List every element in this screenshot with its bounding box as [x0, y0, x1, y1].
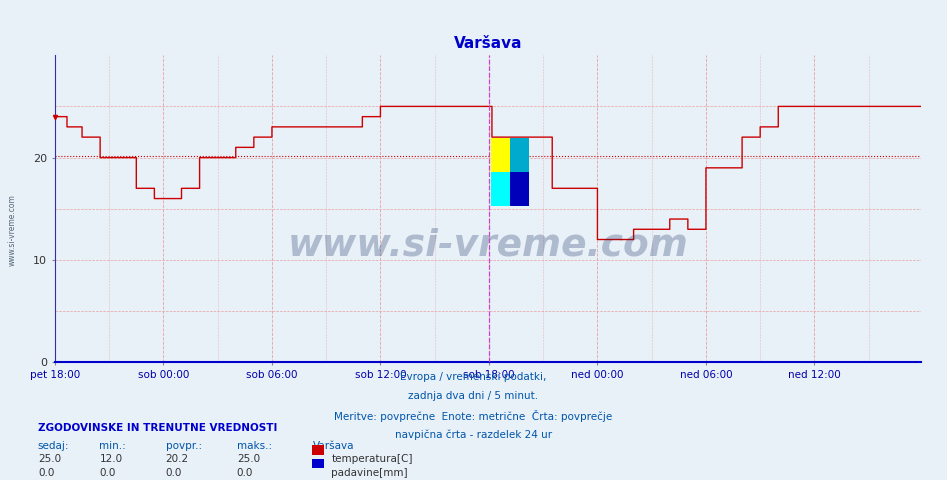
Text: navpična črta - razdelek 24 ur: navpična črta - razdelek 24 ur: [395, 430, 552, 440]
Text: 0.0: 0.0: [166, 468, 182, 478]
Text: ZGODOVINSKE IN TRENUTNE VREDNOSTI: ZGODOVINSKE IN TRENUTNE VREDNOSTI: [38, 423, 277, 433]
Text: 0.0: 0.0: [38, 468, 54, 478]
Text: 25.0: 25.0: [237, 454, 259, 464]
Text: 0.0: 0.0: [237, 468, 253, 478]
Text: 0.0: 0.0: [99, 468, 116, 478]
FancyBboxPatch shape: [491, 138, 509, 172]
FancyBboxPatch shape: [509, 172, 529, 206]
Text: Meritve: povprečne  Enote: metrične  Črta: povprečje: Meritve: povprečne Enote: metrične Črta:…: [334, 410, 613, 422]
Text: Evropa / vremenski podatki,: Evropa / vremenski podatki,: [401, 372, 546, 382]
Text: 12.0: 12.0: [99, 454, 122, 464]
Text: zadnja dva dni / 5 minut.: zadnja dva dni / 5 minut.: [408, 391, 539, 401]
Title: Varšava: Varšava: [454, 36, 523, 51]
FancyBboxPatch shape: [509, 138, 529, 172]
Text: maks.:: maks.:: [237, 441, 272, 451]
Text: padavine[mm]: padavine[mm]: [331, 468, 408, 478]
Text: min.:: min.:: [99, 441, 126, 451]
FancyBboxPatch shape: [491, 172, 509, 206]
Text: temperatura[C]: temperatura[C]: [331, 454, 413, 464]
Text: 25.0: 25.0: [38, 454, 61, 464]
Text: Varšava: Varšava: [313, 441, 354, 451]
Text: www.si-vreme.com: www.si-vreme.com: [8, 194, 17, 266]
Text: www.si-vreme.com: www.si-vreme.com: [288, 228, 688, 264]
Text: sedaj:: sedaj:: [38, 441, 69, 451]
Text: povpr.:: povpr.:: [166, 441, 202, 451]
Text: 20.2: 20.2: [166, 454, 188, 464]
